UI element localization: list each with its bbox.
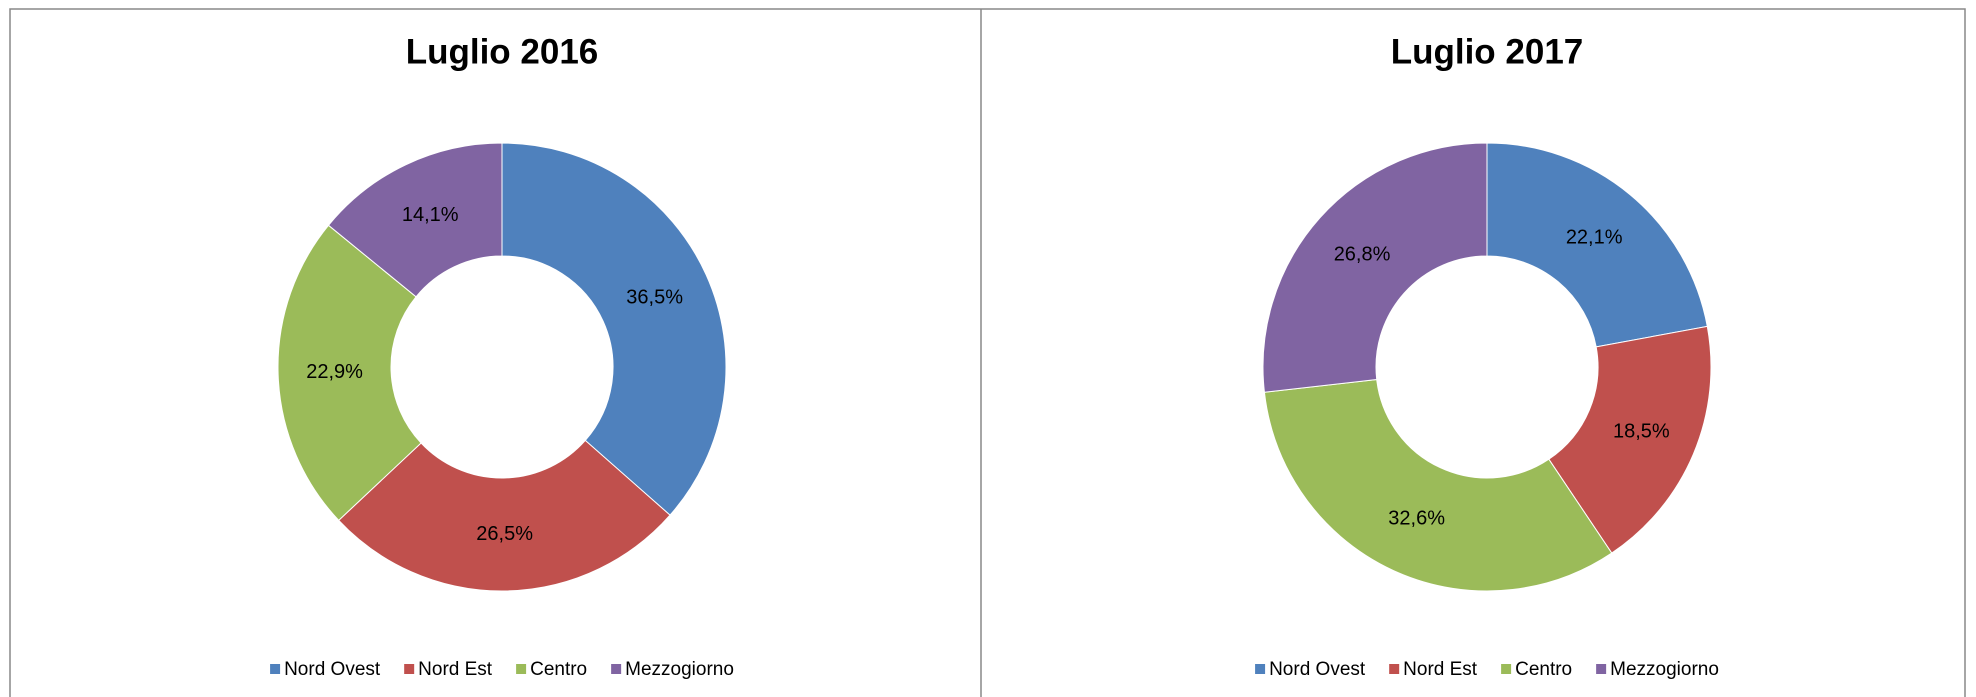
legend-label: Mezzogiorno xyxy=(1610,659,1719,680)
legend-swatch xyxy=(1389,664,1400,674)
frame xyxy=(9,8,1966,697)
legend-swatch xyxy=(270,664,281,674)
chart-title: Luglio 2016 xyxy=(406,32,599,71)
legend-label: Nord Ovest xyxy=(1269,659,1366,680)
data-label: 14,1% xyxy=(402,204,459,226)
data-label: 32,6% xyxy=(1388,507,1445,529)
legend-swatch xyxy=(1596,664,1607,674)
chart-title: Luglio 2017 xyxy=(1391,32,1584,71)
legend-swatch xyxy=(404,664,415,674)
data-label: 36,5% xyxy=(626,286,683,308)
legend-label: Mezzogiorno xyxy=(625,659,734,680)
legend-swatch xyxy=(516,664,527,674)
donut-slice xyxy=(1486,142,1708,348)
legend-swatch xyxy=(611,664,622,674)
legend-label: Nord Est xyxy=(418,659,493,680)
data-label: 18,5% xyxy=(1613,420,1670,442)
legend-swatch xyxy=(1501,664,1512,674)
donut-slice xyxy=(1263,378,1613,592)
donut-slice xyxy=(338,439,671,592)
donut-slice xyxy=(501,142,727,516)
data-label: 26,8% xyxy=(1334,244,1391,266)
data-label: 22,1% xyxy=(1566,227,1623,249)
data-label: 26,5% xyxy=(476,523,533,545)
legend-label: Centro xyxy=(1515,659,1572,680)
legend-swatch xyxy=(1255,664,1266,674)
legend-label: Nord Ovest xyxy=(284,659,381,680)
donut-slice xyxy=(277,224,422,522)
donut-slice xyxy=(1262,142,1488,393)
legend-label: Nord Est xyxy=(1403,659,1478,680)
data-label: 22,9% xyxy=(306,361,363,383)
legend-label: Centro xyxy=(530,659,587,680)
donut-slice xyxy=(327,142,503,298)
donut-slice xyxy=(1548,325,1712,554)
